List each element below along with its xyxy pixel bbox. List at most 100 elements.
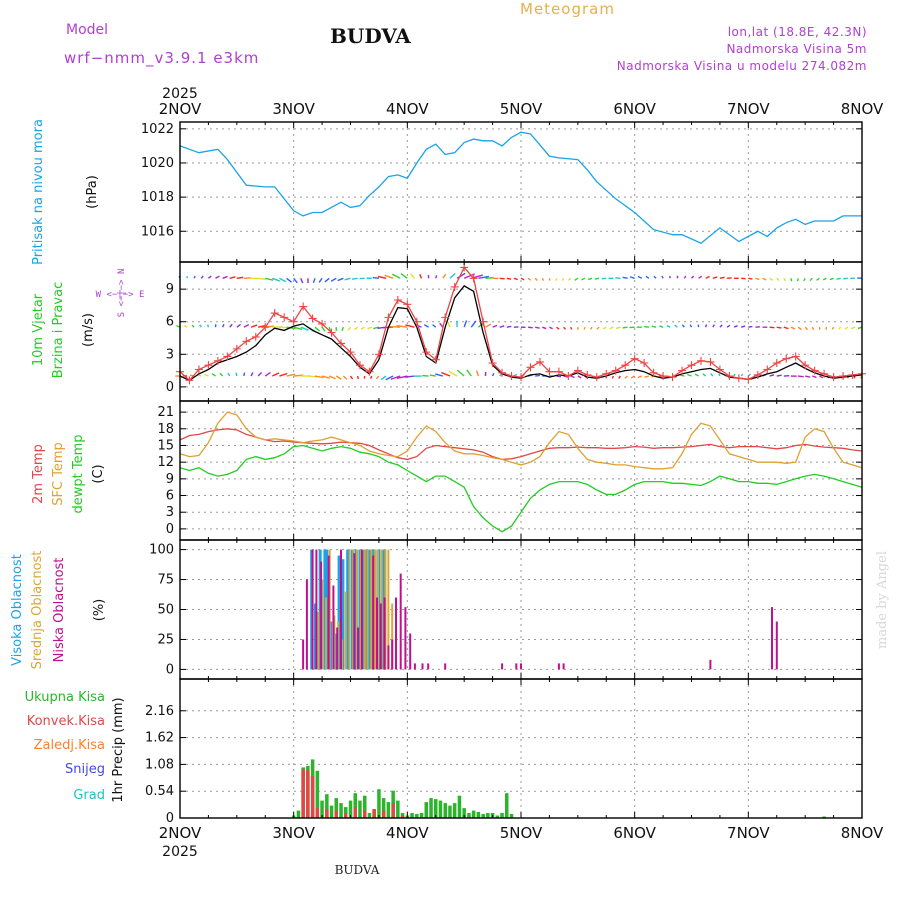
wind-arrow bbox=[777, 278, 779, 280]
cloud-unit: (%) bbox=[92, 599, 107, 622]
precip-ukupna-kisa-bar bbox=[472, 811, 476, 818]
wind-arrow bbox=[845, 327, 848, 329]
wind-arrow bbox=[684, 276, 685, 278]
gust-marker bbox=[394, 296, 402, 304]
wind-arrow bbox=[354, 327, 357, 329]
wind-arrow bbox=[315, 327, 320, 331]
mid-cloud-label: Srednja Oblacnost bbox=[30, 551, 45, 670]
wind-arrow bbox=[810, 278, 812, 280]
time-label-bottom: 7NOV bbox=[727, 824, 770, 842]
wind-arrow bbox=[244, 325, 249, 327]
pressure-frame bbox=[180, 122, 862, 262]
wind-arrow bbox=[237, 324, 241, 327]
wind-arrow bbox=[194, 276, 195, 278]
clouds-niska-oblacnost-bar bbox=[306, 580, 308, 670]
wind-arrow bbox=[805, 376, 810, 377]
wind-arrow bbox=[485, 324, 490, 327]
station-title: BUDVA bbox=[330, 24, 411, 48]
wind-arrow bbox=[662, 276, 663, 278]
wind-arrow bbox=[376, 376, 379, 379]
wind-arrow bbox=[706, 324, 707, 327]
dewpt-label: dewpt Temp bbox=[71, 434, 86, 513]
wind-arrow bbox=[201, 276, 203, 278]
wind-arrow bbox=[319, 278, 322, 282]
time-label-top: 8NOV bbox=[841, 100, 884, 118]
wind-arrow bbox=[329, 376, 335, 379]
clouds-niska-oblacnost-bar bbox=[332, 586, 334, 670]
wind-ytick-label: 3 bbox=[166, 347, 174, 362]
wind-arrow bbox=[338, 278, 344, 280]
clouds-ytick-label: 75 bbox=[157, 573, 174, 588]
clouds-niska-oblacnost-bar bbox=[320, 562, 322, 670]
wind-arrow bbox=[819, 376, 822, 378]
model-elevation-label: Nadmorska Visina u modelu 274.082m bbox=[617, 59, 867, 73]
wind-arrow bbox=[830, 278, 834, 279]
wind-arrow bbox=[208, 325, 209, 328]
wind-arrow bbox=[625, 376, 628, 378]
wind-arrow bbox=[535, 278, 537, 280]
wind-arrow bbox=[680, 375, 684, 376]
wind-arrow bbox=[652, 326, 656, 327]
pressure-label: Pritisak na nivou mora bbox=[31, 119, 46, 265]
wind-arrow bbox=[272, 373, 279, 376]
wind-barbs bbox=[175, 273, 862, 379]
wind-arrow bbox=[272, 278, 279, 281]
wind-arrow bbox=[832, 327, 833, 329]
wind-arrow bbox=[343, 376, 346, 379]
wind-arrow bbox=[331, 278, 336, 281]
wind-ytick-label: 0 bbox=[166, 380, 174, 395]
gust-marker bbox=[214, 357, 222, 365]
wind-arrow bbox=[575, 278, 578, 280]
precip-ytick-label: 1.08 bbox=[145, 757, 174, 772]
clouds-srednja-oblacnost-bar bbox=[374, 550, 376, 670]
wind-arrow bbox=[623, 327, 628, 328]
wind-arrow bbox=[378, 276, 386, 278]
wind-arrow bbox=[258, 278, 266, 279]
clouds-niska-oblacnost-bar bbox=[501, 663, 503, 669]
wind-arrow bbox=[477, 371, 479, 376]
clouds-niska-oblacnost-bar bbox=[387, 645, 389, 669]
wind-arrow bbox=[837, 278, 841, 279]
gust-marker bbox=[782, 355, 790, 363]
clouds-srednja-oblacnost-bar bbox=[345, 592, 347, 670]
pressure-ytick-label: 1016 bbox=[141, 224, 174, 239]
gust-marker bbox=[403, 300, 411, 308]
precip-ytick-label: 1.62 bbox=[145, 731, 174, 746]
wind-arrow bbox=[798, 376, 804, 377]
wind-arrow bbox=[549, 327, 552, 329]
wind-arrow bbox=[535, 375, 540, 376]
gust-marker bbox=[839, 372, 847, 380]
wind-arrow bbox=[358, 376, 359, 379]
wind-arrow bbox=[564, 327, 566, 329]
gust-marker bbox=[830, 373, 838, 381]
gust-marker bbox=[290, 318, 298, 326]
wind-arrow bbox=[251, 325, 257, 327]
gust-marker bbox=[508, 372, 516, 380]
clouds-niska-oblacnost-bar bbox=[409, 634, 411, 670]
clouds-niska-oblacnost-bar bbox=[312, 550, 314, 670]
wind-arrow bbox=[755, 278, 759, 279]
precip-konvek-kisa-bar bbox=[311, 776, 315, 818]
wind-arrow bbox=[258, 372, 261, 376]
precip-ukupna-kisa-bar bbox=[387, 802, 391, 818]
clouds-niska-oblacnost-bar bbox=[422, 663, 424, 669]
precip-konvek-kisa-bar bbox=[316, 808, 320, 818]
wind-arrow bbox=[336, 376, 341, 379]
gust-marker bbox=[280, 313, 288, 321]
gust-marker bbox=[697, 357, 705, 365]
time-label-top: 4NOV bbox=[386, 100, 429, 118]
wind-arrow bbox=[581, 278, 585, 280]
wind-arrow bbox=[220, 373, 223, 376]
time-label-bottom: 2NOV bbox=[159, 824, 202, 842]
wind-arrow bbox=[741, 374, 742, 376]
wind-arrow bbox=[741, 326, 745, 327]
clouds-niska-oblacnost-bar bbox=[380, 604, 382, 670]
gust-marker bbox=[564, 372, 572, 380]
time-label-bottom: 5NOV bbox=[500, 824, 543, 842]
legend-graupel: Grad bbox=[73, 788, 105, 803]
wind-arrow bbox=[507, 326, 512, 327]
wind-arrow bbox=[584, 327, 585, 329]
